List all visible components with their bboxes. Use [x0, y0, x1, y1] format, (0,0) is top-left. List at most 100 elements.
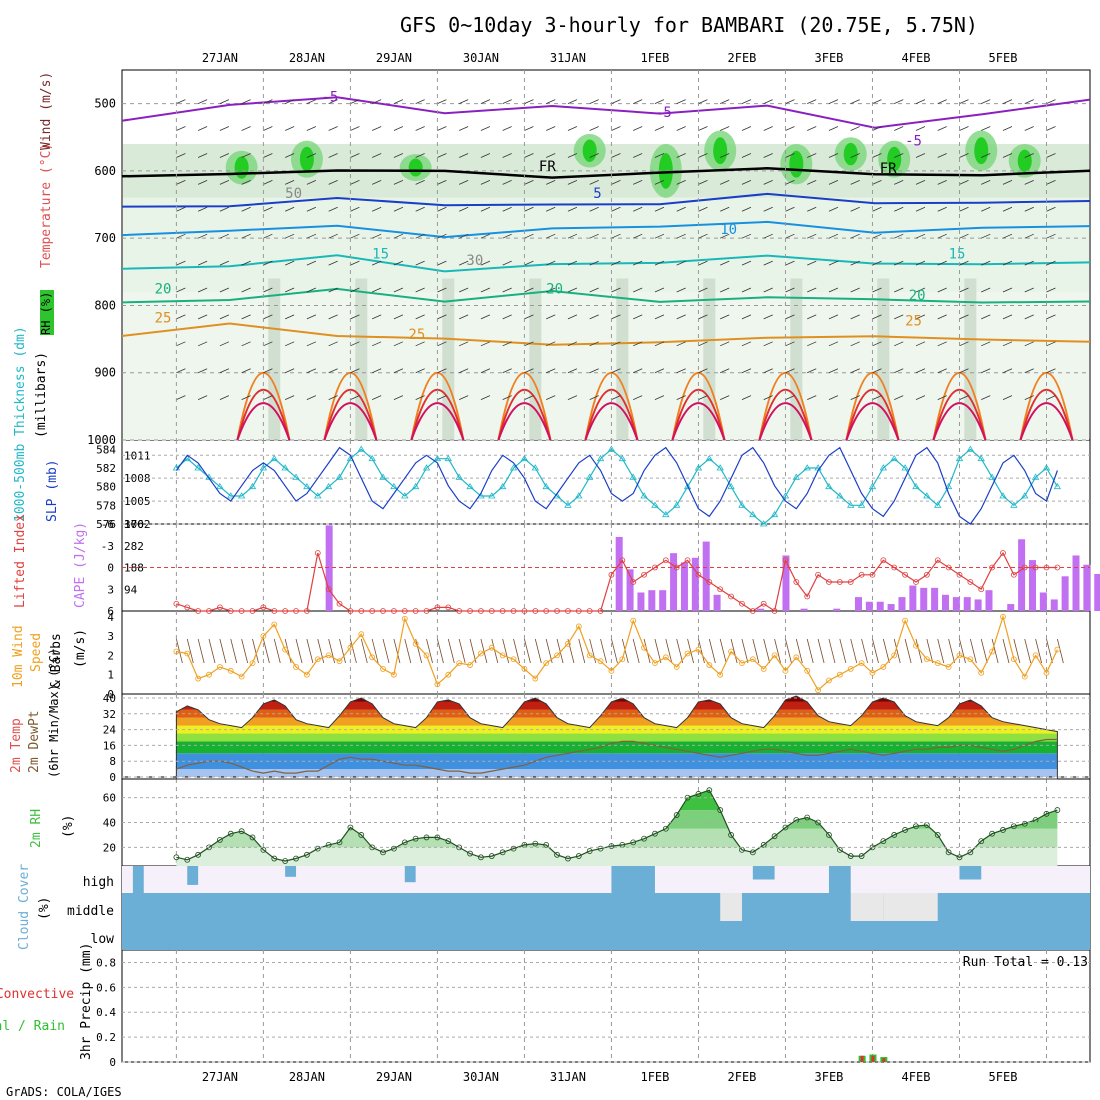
wind-barb [459, 206, 469, 212]
wind-barb-10m [426, 638, 433, 664]
li-series-marker [510, 608, 517, 614]
wind-barb-10m [926, 638, 934, 664]
cape-bar [985, 590, 993, 611]
wind-barb [219, 126, 230, 131]
warm-arc [671, 402, 726, 441]
date-label-top: 4FEB [902, 51, 931, 65]
wind-barb [720, 260, 730, 266]
wind-barb [263, 179, 273, 185]
temp-tick: 0 [109, 771, 116, 784]
wind-barb [937, 233, 947, 239]
warm-arc [1019, 372, 1074, 441]
wind-barb [524, 153, 534, 158]
thickness-series-marker [237, 492, 246, 499]
rh2m-series-marker [554, 851, 560, 858]
li-series-marker [815, 571, 821, 578]
wind-barb [633, 395, 643, 401]
wind-barb [328, 99, 338, 105]
wind-barb [959, 260, 969, 266]
wind-barb [241, 233, 251, 239]
wind-barb [328, 395, 338, 401]
li-series-marker [336, 600, 343, 607]
rh-tick: 20 [103, 841, 116, 854]
wind-speed-series-marker [608, 667, 615, 674]
wind-barb-10m [382, 638, 390, 664]
wind-barb [828, 260, 839, 266]
thickness-series-marker [194, 464, 202, 471]
wind-barb [524, 99, 534, 105]
wind-barb [676, 287, 686, 293]
wind-speed-series-line [176, 614, 1058, 692]
thickness-series-marker [575, 492, 583, 499]
wind-barb [306, 206, 317, 212]
wind-barb [741, 179, 752, 185]
wind-barb [284, 179, 295, 185]
wind-barb-10m [741, 638, 749, 664]
wind-speed-series-marker [488, 644, 495, 651]
wind-speed-series-marker [216, 664, 223, 670]
wind-barb [611, 341, 621, 347]
wind-speed-series-marker [956, 652, 963, 659]
cape-tick: 376 [124, 518, 144, 531]
wind-barb [654, 99, 665, 105]
wind-speed-series-marker [826, 677, 832, 684]
li-series-marker [880, 557, 887, 564]
wind-barb [437, 233, 447, 239]
thickness-series-marker [901, 464, 909, 471]
wind-barb [350, 260, 360, 266]
wind-barb-10m [524, 638, 531, 664]
wind-barb [480, 206, 491, 212]
wind-barb [437, 179, 447, 185]
wind-barb-10m [534, 638, 542, 664]
li-series-marker [369, 608, 376, 614]
warm-arc [323, 402, 378, 441]
wind-barb [393, 126, 404, 131]
wind-speed-series-marker [380, 666, 386, 672]
slp-tick: 1011 [124, 449, 151, 462]
wind-barb [219, 206, 230, 212]
wind-barb [894, 368, 904, 374]
wind-barb [1002, 395, 1013, 401]
rh2m-series-marker [532, 840, 539, 847]
warm-arc [845, 372, 900, 441]
wind-barb [872, 368, 882, 374]
wind-speed-series-marker [510, 656, 517, 663]
cape-bar [702, 541, 710, 611]
wind-barb [1046, 341, 1056, 347]
wind-barb-10m [1046, 638, 1053, 664]
warm-arc [758, 402, 813, 441]
wind-barb-10m [1013, 638, 1021, 664]
wind-barb [524, 206, 534, 212]
wind-barb [306, 179, 317, 185]
thickness-series-marker [836, 492, 844, 499]
wind-barb [219, 368, 230, 374]
wind-barb [894, 395, 904, 401]
wind-barb [241, 314, 251, 320]
wind-barb-10m [317, 638, 325, 664]
wind-barb [633, 233, 643, 239]
temp-color-band [176, 717, 1058, 726]
wind-barb [546, 260, 556, 266]
wind-barb [872, 260, 882, 266]
li-series-marker [739, 600, 745, 607]
wind-barb [654, 395, 665, 401]
li-series-marker [782, 557, 789, 564]
wind-barb [741, 153, 752, 158]
wind-barb [894, 314, 904, 320]
wind-tick: 4 [107, 611, 114, 624]
wind-barb [872, 206, 882, 212]
wind-speed-series-marker [945, 664, 952, 670]
wind-barb-10m [208, 638, 216, 664]
rh2m-series-marker [282, 858, 289, 864]
wind-barb [937, 260, 947, 266]
wind-barb [415, 126, 425, 131]
rh2m-series-marker [1054, 807, 1061, 813]
wind-barb [306, 99, 317, 105]
li-tick: 6 [107, 605, 114, 618]
wind-barb [850, 368, 860, 374]
precip-axis-label: 3hr Precip (mm) [79, 943, 94, 1060]
wind-barb [589, 153, 599, 158]
wind-barb [459, 368, 469, 374]
thickness-series-marker [977, 454, 985, 462]
wind-barb [828, 153, 839, 158]
